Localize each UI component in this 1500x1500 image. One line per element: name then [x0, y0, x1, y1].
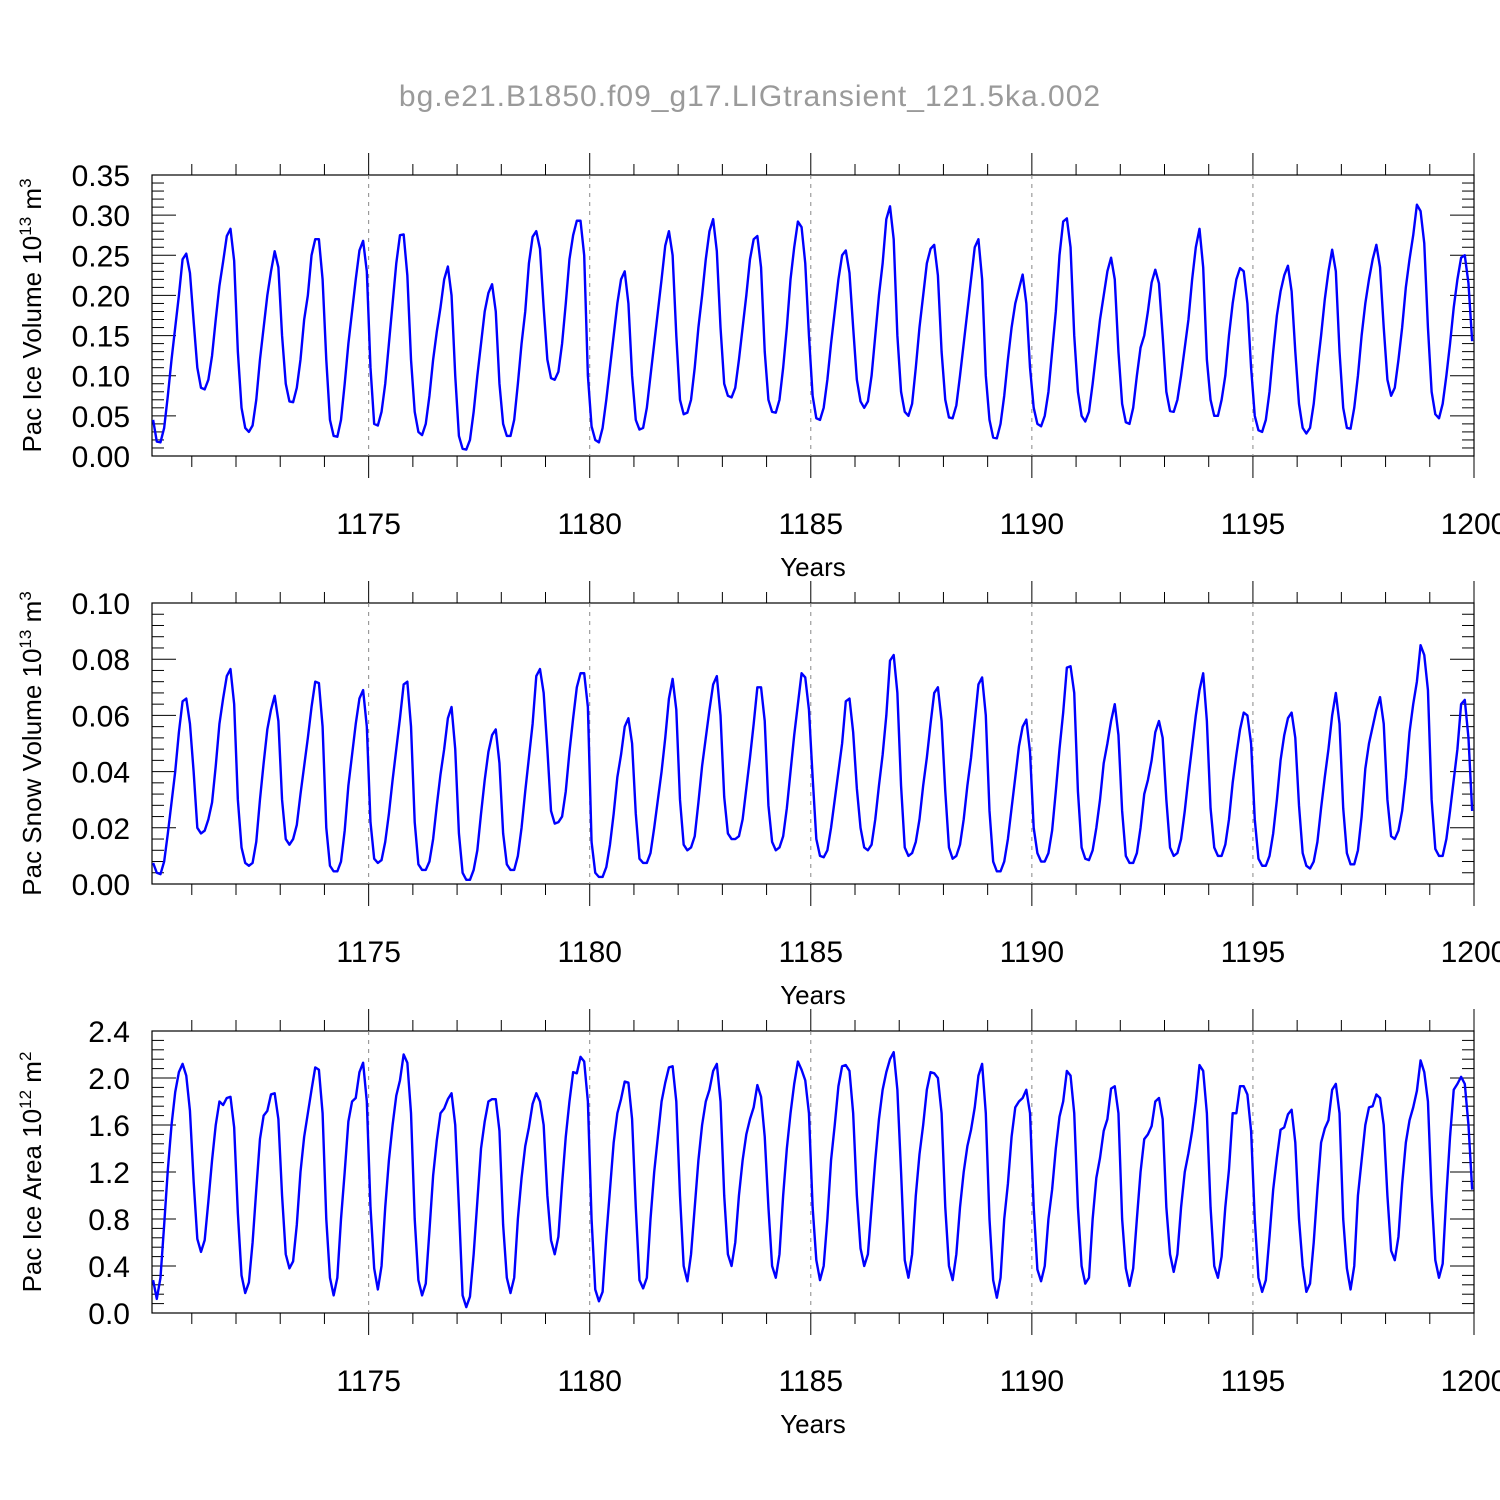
y-tick-label: 0.00	[72, 869, 130, 902]
x-tick-label: 1175	[336, 1365, 401, 1398]
y-axis-label: Pac Ice Area 1012 m2	[16, 1052, 47, 1293]
x-tick-label: 1190	[1000, 508, 1065, 541]
x-tick-label: 1180	[557, 1365, 622, 1398]
x-tick-label: 1175	[336, 936, 401, 969]
x-tick-label: 1195	[1221, 936, 1286, 969]
x-tick-label: 1195	[1221, 508, 1286, 541]
series-line	[151, 643, 1474, 881]
y-tick-label: 0.05	[72, 401, 130, 434]
y-tick-label: 2.4	[88, 1016, 130, 1049]
x-tick-label: 1180	[557, 508, 622, 541]
x-tick-label: 1200	[1441, 508, 1500, 541]
y-axis-label: Pac Snow Volume 1013 m3	[16, 591, 47, 895]
y-tick-label: 0.08	[72, 644, 130, 677]
series-line	[151, 203, 1474, 451]
y-tick-label: 1.6	[88, 1110, 130, 1143]
chart-title: bg.e21.B1850.f09_g17.LIGtransient_121.5k…	[398, 80, 1102, 113]
y-tick-label: 0.00	[72, 441, 130, 474]
x-axis-label: Years	[780, 980, 846, 1010]
y-tick-label: 2.0	[88, 1063, 130, 1096]
x-tick-label: 1190	[1000, 936, 1065, 969]
x-tick-label: 1185	[779, 1365, 844, 1398]
x-tick-label: 1185	[779, 508, 844, 541]
x-tick-label: 1200	[1441, 1365, 1500, 1398]
y-axis-label: Pac Ice Volume 1013 m3	[16, 178, 47, 452]
y-tick-label: 0.30	[72, 200, 130, 233]
y-tick-label: 0.15	[72, 321, 130, 354]
x-axis-label: Years	[780, 1409, 846, 1439]
y-tick-label: 0.35	[72, 160, 130, 193]
plot-frame	[151, 174, 1475, 457]
x-tick-label: 1175	[336, 508, 401, 541]
y-tick-label: 0.02	[72, 813, 130, 846]
chart-panel-2: 1175 1180 1185 1190 1195 1200 Years 0.00 0.02 0.0…	[16, 581, 1500, 1010]
x-tick-label: 1195	[1221, 1365, 1286, 1398]
chart-panel-1: 1175 1180 1185 1190 1195 1200 Years 0.00 0.05 0.1…	[16, 153, 1500, 582]
series-line	[151, 1050, 1474, 1309]
y-tick-label: 0.04	[72, 757, 130, 790]
y-tick-label: 0.10	[72, 361, 130, 394]
y-tick-label: 0.06	[72, 700, 130, 733]
chart-panel-3: 1175 1180 1185 1190 1195 1200 Years 0.0 0.4 0.8 1.…	[16, 1009, 1500, 1439]
x-tick-label: 1200	[1441, 936, 1500, 969]
y-tick-label: 0.25	[72, 240, 130, 273]
x-tick-label: 1185	[779, 936, 844, 969]
plot-frame	[151, 602, 1475, 885]
x-tick-label: 1180	[557, 936, 622, 969]
x-tick-label: 1190	[1000, 1365, 1065, 1398]
y-tick-label: 0.4	[88, 1251, 130, 1284]
y-tick-label: 0.8	[88, 1204, 130, 1237]
y-tick-label: 0.0	[88, 1298, 130, 1331]
y-tick-label: 0.20	[72, 280, 130, 313]
y-tick-label: 0.10	[72, 588, 130, 621]
x-axis-label: Years	[780, 552, 846, 582]
y-tick-label: 1.2	[88, 1157, 130, 1190]
